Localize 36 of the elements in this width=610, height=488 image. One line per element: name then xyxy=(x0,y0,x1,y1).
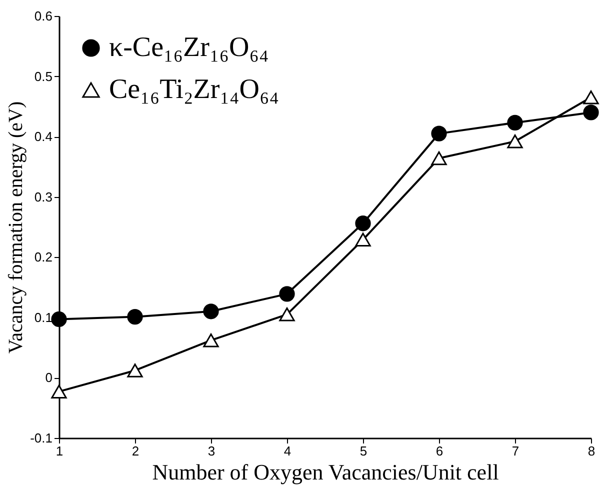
x-tick-label: 2 xyxy=(132,444,140,458)
point xyxy=(279,308,295,322)
x-tick-label: 8 xyxy=(588,444,596,458)
point xyxy=(51,311,67,328)
x-tick-label: 6 xyxy=(436,444,444,458)
x-tick-label: 5 xyxy=(360,444,368,458)
x-axis-title: Number of Oxygen Vacancies/Unit cell xyxy=(152,460,499,484)
x-tick-label: 3 xyxy=(208,444,216,458)
point xyxy=(51,384,67,398)
y-tick-label: 0 xyxy=(45,370,52,386)
point xyxy=(583,104,599,120)
y-axis-title: Vacancy formation energy (eV) xyxy=(5,101,28,354)
y-tick-label: 0.2 xyxy=(34,250,52,265)
point xyxy=(127,364,143,378)
point xyxy=(203,333,219,348)
legend-label: κ-Ce₁₆Zr₁₆O₆₄ xyxy=(109,32,269,63)
y-tick-label: -0.1 xyxy=(30,430,52,446)
x-tick-label: 4 xyxy=(284,444,292,458)
y-tick-label: 0.6 xyxy=(34,8,52,24)
point xyxy=(279,286,295,302)
point xyxy=(431,126,447,142)
point xyxy=(507,134,523,148)
y-tick-label: 0.5 xyxy=(34,68,52,84)
y-tick-label: 0.3 xyxy=(34,189,52,204)
point xyxy=(355,232,371,247)
point xyxy=(431,151,447,166)
y-tick-label: 0.1 xyxy=(34,310,52,325)
y-tick-label: 0.4 xyxy=(34,129,52,144)
x-tick-label: 7 xyxy=(512,444,520,458)
point xyxy=(583,90,599,104)
point xyxy=(203,304,219,320)
x-tick-label: 1 xyxy=(56,444,64,458)
point xyxy=(127,309,143,325)
legend-label: Ce₁₆Ti₂Zr₁₄O₆₄ xyxy=(109,74,279,105)
point xyxy=(355,216,371,232)
point xyxy=(507,114,523,131)
